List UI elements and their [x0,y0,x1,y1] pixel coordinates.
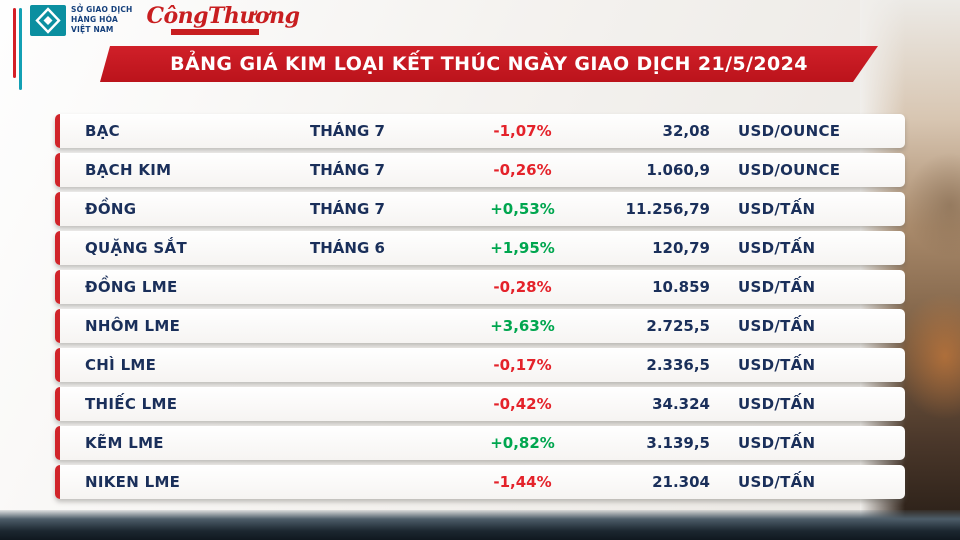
row-accent-bar [55,348,60,382]
row-accent-bar [55,270,60,304]
exchange-name-line1: SỞ GIAO DỊCH [71,5,133,14]
contract-month: THÁNG 7 [310,200,385,218]
price-unit: USD/TẤN [738,239,816,257]
price-value: 10.859 [652,278,710,296]
exchange-name-line2: HÀNG HÓA [71,14,118,24]
row-accent-bar [55,153,60,187]
change-value: -0,17% [493,356,552,374]
price-value: 3.139,5 [646,434,710,452]
row-accent-bar [55,192,60,226]
logo-bar: SỞ GIAO DỊCH HÀNG HÓA VIỆT NAM CôngThươn… [30,5,300,36]
row-accent-bar [55,114,60,148]
change-percent: -0,28% [480,278,565,296]
price-unit: USD/TẤN [738,317,816,335]
price-value: 21.304 [652,473,710,491]
table-row: ĐỒNG LME -0,28% 10.859 USD/TẤN [55,270,905,304]
table-row: QUẶNG SẮT THÁNG 6 +1,95% 120,79 USD/TẤN [55,231,905,265]
congthuong-wordmark: CôngThương [146,3,300,29]
price-value: 32,08 [662,122,710,140]
commodity-name: BẠC [85,122,120,140]
exchange-name: SỞ GIAO DỊCH HÀNG HÓA VIỆT NAM [71,5,133,34]
change-percent: +1,95% [480,239,565,257]
contract-month: THÁNG 7 [310,161,385,179]
contract-month: THÁNG 7 [310,122,385,140]
change-percent: -1,44% [480,473,565,491]
commodity-name: KẼM LME [85,434,164,452]
price-unit: USD/TẤN [738,356,816,374]
contract-month: THÁNG 6 [310,239,385,257]
change-percent: +3,63% [480,317,565,335]
page-title: BẢNG GIÁ KIM LOẠI KẾT THÚC NGÀY GIAO DỊC… [170,53,808,75]
price-unit: USD/OUNCE [738,161,841,179]
row-accent-bar [55,426,60,460]
commodity-name: NIKEN LME [85,473,181,491]
change-percent: -0,42% [480,395,565,413]
commodity-name: BẠCH KIM [85,161,172,179]
table-row: CHÌ LME -0,17% 2.336,5 USD/TẤN [55,348,905,382]
price-value: 120,79 [652,239,710,257]
commodity-name: ĐỒNG [85,200,137,218]
change-percent: -0,17% [480,356,565,374]
change-value: -1,44% [493,473,552,491]
price-table: BẠC THÁNG 7 -1,07% 32,08 USD/OUNCE BẠCH … [55,114,905,499]
commodity-name: ĐỒNG LME [85,278,178,296]
table-row: BẠC THÁNG 7 -1,07% 32,08 USD/OUNCE [55,114,905,148]
table-row: NHÔM LME +3,63% 2.725,5 USD/TẤN [55,309,905,343]
price-unit: USD/TẤN [738,473,816,491]
change-value: +1,95% [490,239,555,257]
mxv-logo-icon [30,5,66,36]
exchange-name-line3: VIỆT NAM [71,24,114,34]
price-unit: USD/TẤN [738,434,816,452]
table-row: ĐỒNG THÁNG 7 +0,53% 11.256,79 USD/TẤN [55,192,905,226]
left-accent-teal-stripe [19,8,22,90]
change-value: +3,63% [490,317,555,335]
background-bottom-band [0,510,960,540]
change-value: +0,53% [490,200,555,218]
price-value: 2.336,5 [646,356,710,374]
change-value: -0,28% [493,278,552,296]
row-accent-bar [55,465,60,499]
table-row: BẠCH KIM THÁNG 7 -0,26% 1.060,9 USD/OUNC… [55,153,905,187]
table-row: NIKEN LME -1,44% 21.304 USD/TẤN [55,465,905,499]
title-banner: BẢNG GIÁ KIM LOẠI KẾT THÚC NGÀY GIAO DỊC… [100,46,878,82]
change-percent: +0,53% [480,200,565,218]
row-accent-bar [55,231,60,265]
change-percent: -0,26% [480,161,565,179]
price-value: 34.324 [652,395,710,413]
commodity-name: THIẾC LME [85,395,178,413]
left-accent-red-stripe [13,8,16,78]
table-row: KẼM LME +0,82% 3.139,5 USD/TẤN [55,426,905,460]
change-value: -0,42% [493,395,552,413]
congthuong-logo: CôngThương [147,5,300,35]
congthuong-logo-strip [170,29,259,35]
price-value: 11.256,79 [625,200,710,218]
change-percent: +0,82% [480,434,565,452]
row-accent-bar [55,387,60,421]
price-value: 1.060,9 [646,161,710,179]
price-unit: USD/TẤN [738,200,816,218]
price-unit: USD/OUNCE [738,122,841,140]
change-percent: -1,07% [480,122,565,140]
table-row: THIẾC LME -0,42% 34.324 USD/TẤN [55,387,905,421]
commodity-name: QUẶNG SẮT [85,239,187,257]
price-unit: USD/TẤN [738,395,816,413]
commodity-name: NHÔM LME [85,317,181,335]
price-unit: USD/TẤN [738,278,816,296]
price-value: 2.725,5 [646,317,710,335]
change-value: -0,26% [493,161,552,179]
change-value: -1,07% [493,122,552,140]
change-value: +0,82% [490,434,555,452]
row-accent-bar [55,309,60,343]
commodity-name: CHÌ LME [85,356,157,374]
